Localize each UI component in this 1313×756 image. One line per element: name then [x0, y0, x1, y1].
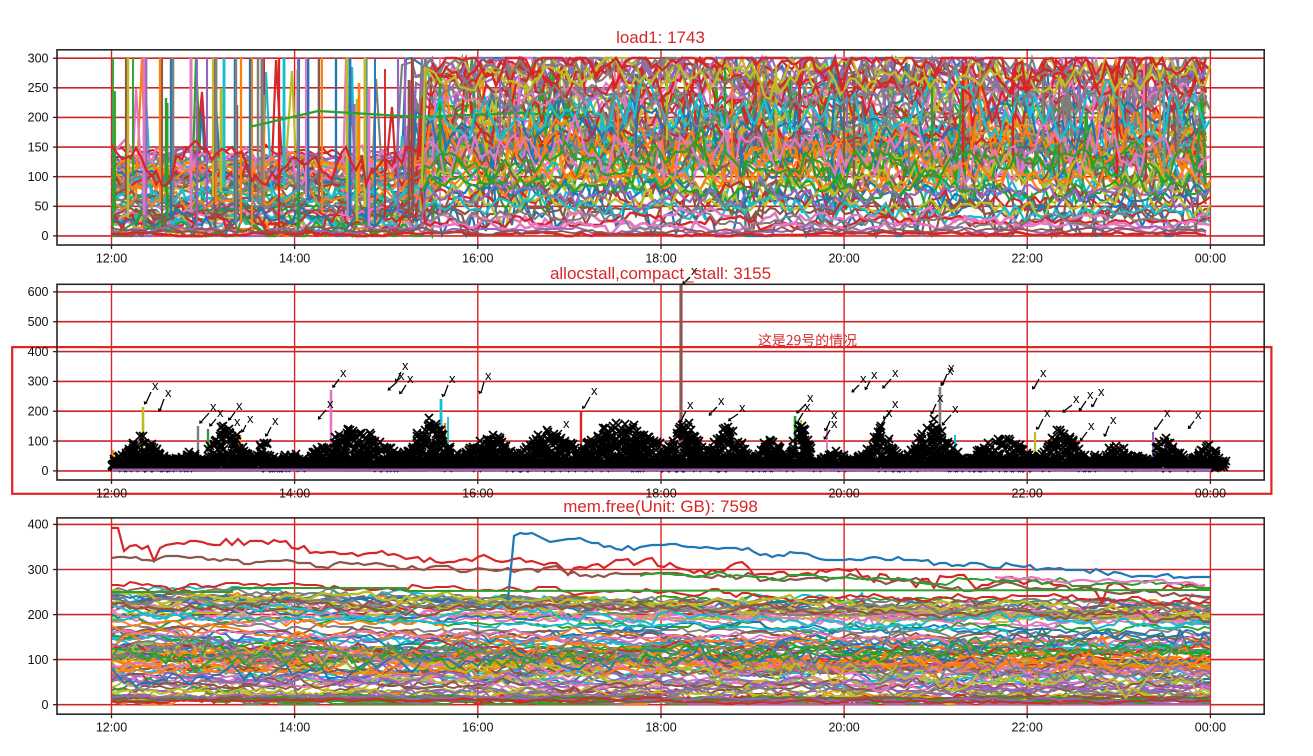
svg-text:100: 100 — [28, 434, 49, 448]
svg-text:x: x — [1087, 387, 1094, 402]
svg-text:x: x — [691, 263, 698, 278]
svg-text:x: x — [485, 368, 492, 383]
svg-text:300: 300 — [28, 563, 49, 577]
svg-text:22:00: 22:00 — [1012, 252, 1043, 266]
svg-text:18:00: 18:00 — [645, 721, 676, 735]
svg-text:20:00: 20:00 — [828, 721, 859, 735]
svg-text:x: x — [407, 371, 414, 386]
svg-text:mem.free(Unit: GB): 7598: mem.free(Unit: GB): 7598 — [563, 497, 758, 516]
svg-text:x: x — [272, 413, 279, 428]
svg-text:0: 0 — [42, 229, 49, 243]
svg-text:12:00: 12:00 — [96, 721, 127, 735]
svg-text:x: x — [234, 414, 241, 429]
svg-text:300: 300 — [28, 375, 49, 389]
svg-text:200: 200 — [28, 111, 49, 125]
svg-text:x: x — [886, 405, 893, 420]
svg-text:x: x — [1098, 384, 1105, 399]
svg-text:x: x — [892, 365, 899, 380]
svg-text:x: x — [449, 371, 456, 386]
svg-text:x: x — [687, 397, 694, 412]
svg-text:00:00: 00:00 — [1195, 252, 1226, 266]
svg-text:x: x — [860, 371, 867, 386]
svg-text:300: 300 — [28, 52, 49, 66]
svg-text:600: 600 — [28, 285, 49, 299]
svg-text:50: 50 — [35, 200, 49, 214]
svg-text:12:00: 12:00 — [96, 252, 127, 266]
svg-text:100: 100 — [28, 653, 49, 667]
svg-text:x: x — [952, 401, 959, 416]
svg-text:x: x — [563, 416, 570, 431]
svg-text:x: x — [327, 396, 334, 411]
svg-text:12:00: 12:00 — [96, 487, 127, 501]
svg-text:22:00: 22:00 — [1012, 721, 1043, 735]
svg-text:x: x — [247, 411, 254, 426]
svg-text:x: x — [937, 390, 944, 405]
svg-text:x: x — [1195, 407, 1202, 422]
svg-text:allocstall,compact_stall: 3155: allocstall,compact_stall: 3155 — [550, 264, 771, 283]
svg-text:00:00: 00:00 — [1195, 721, 1226, 735]
svg-text:14:00: 14:00 — [279, 721, 310, 735]
svg-text:x: x — [236, 398, 243, 413]
svg-text:22:00: 22:00 — [1012, 487, 1043, 501]
svg-text:400: 400 — [28, 345, 49, 359]
svg-text:x: x — [1088, 418, 1095, 433]
svg-text:x: x — [1073, 391, 1080, 406]
svg-text:100: 100 — [28, 170, 49, 184]
svg-text:150: 150 — [28, 140, 49, 154]
svg-text:200: 200 — [28, 608, 49, 622]
svg-text:0: 0 — [42, 698, 49, 712]
svg-text:x: x — [217, 405, 224, 420]
svg-text:x: x — [1164, 405, 1171, 420]
svg-text:0: 0 — [42, 464, 49, 478]
svg-text:18:00: 18:00 — [645, 252, 676, 266]
svg-text:x: x — [807, 390, 814, 405]
svg-text:16:00: 16:00 — [462, 487, 493, 501]
svg-text:x: x — [718, 393, 725, 408]
svg-text:x: x — [1110, 412, 1117, 427]
svg-text:20:00: 20:00 — [828, 487, 859, 501]
svg-text:400: 400 — [28, 518, 49, 532]
svg-text:x: x — [947, 363, 954, 378]
svg-text:250: 250 — [28, 81, 49, 95]
svg-text:x: x — [165, 385, 172, 400]
svg-text:x: x — [152, 378, 159, 393]
svg-text:x: x — [892, 396, 899, 411]
svg-text:x: x — [804, 399, 811, 414]
svg-text:x: x — [210, 399, 217, 414]
svg-text:x: x — [831, 416, 838, 431]
svg-text:x: x — [948, 360, 955, 375]
svg-text:14:00: 14:00 — [279, 252, 310, 266]
svg-text:200: 200 — [28, 405, 49, 419]
svg-text:20:00: 20:00 — [828, 252, 859, 266]
svg-text:x: x — [739, 400, 746, 415]
svg-text:18:00: 18:00 — [645, 487, 676, 501]
svg-text:00:00: 00:00 — [1195, 487, 1226, 501]
svg-text:load1: 1743: load1: 1743 — [616, 28, 705, 47]
svg-text:500: 500 — [28, 315, 49, 329]
svg-text:14:00: 14:00 — [279, 487, 310, 501]
svg-text:x: x — [831, 407, 838, 422]
svg-text:16:00: 16:00 — [462, 721, 493, 735]
svg-text:x: x — [340, 365, 347, 380]
svg-text:x: x — [871, 367, 878, 382]
svg-text:x: x — [1040, 365, 1047, 380]
svg-text:x: x — [629, 418, 636, 433]
svg-text:x: x — [1044, 405, 1051, 420]
svg-text:x: x — [402, 358, 409, 373]
svg-text:x: x — [398, 368, 405, 383]
svg-text:x: x — [591, 383, 598, 398]
svg-text:16:00: 16:00 — [462, 252, 493, 266]
